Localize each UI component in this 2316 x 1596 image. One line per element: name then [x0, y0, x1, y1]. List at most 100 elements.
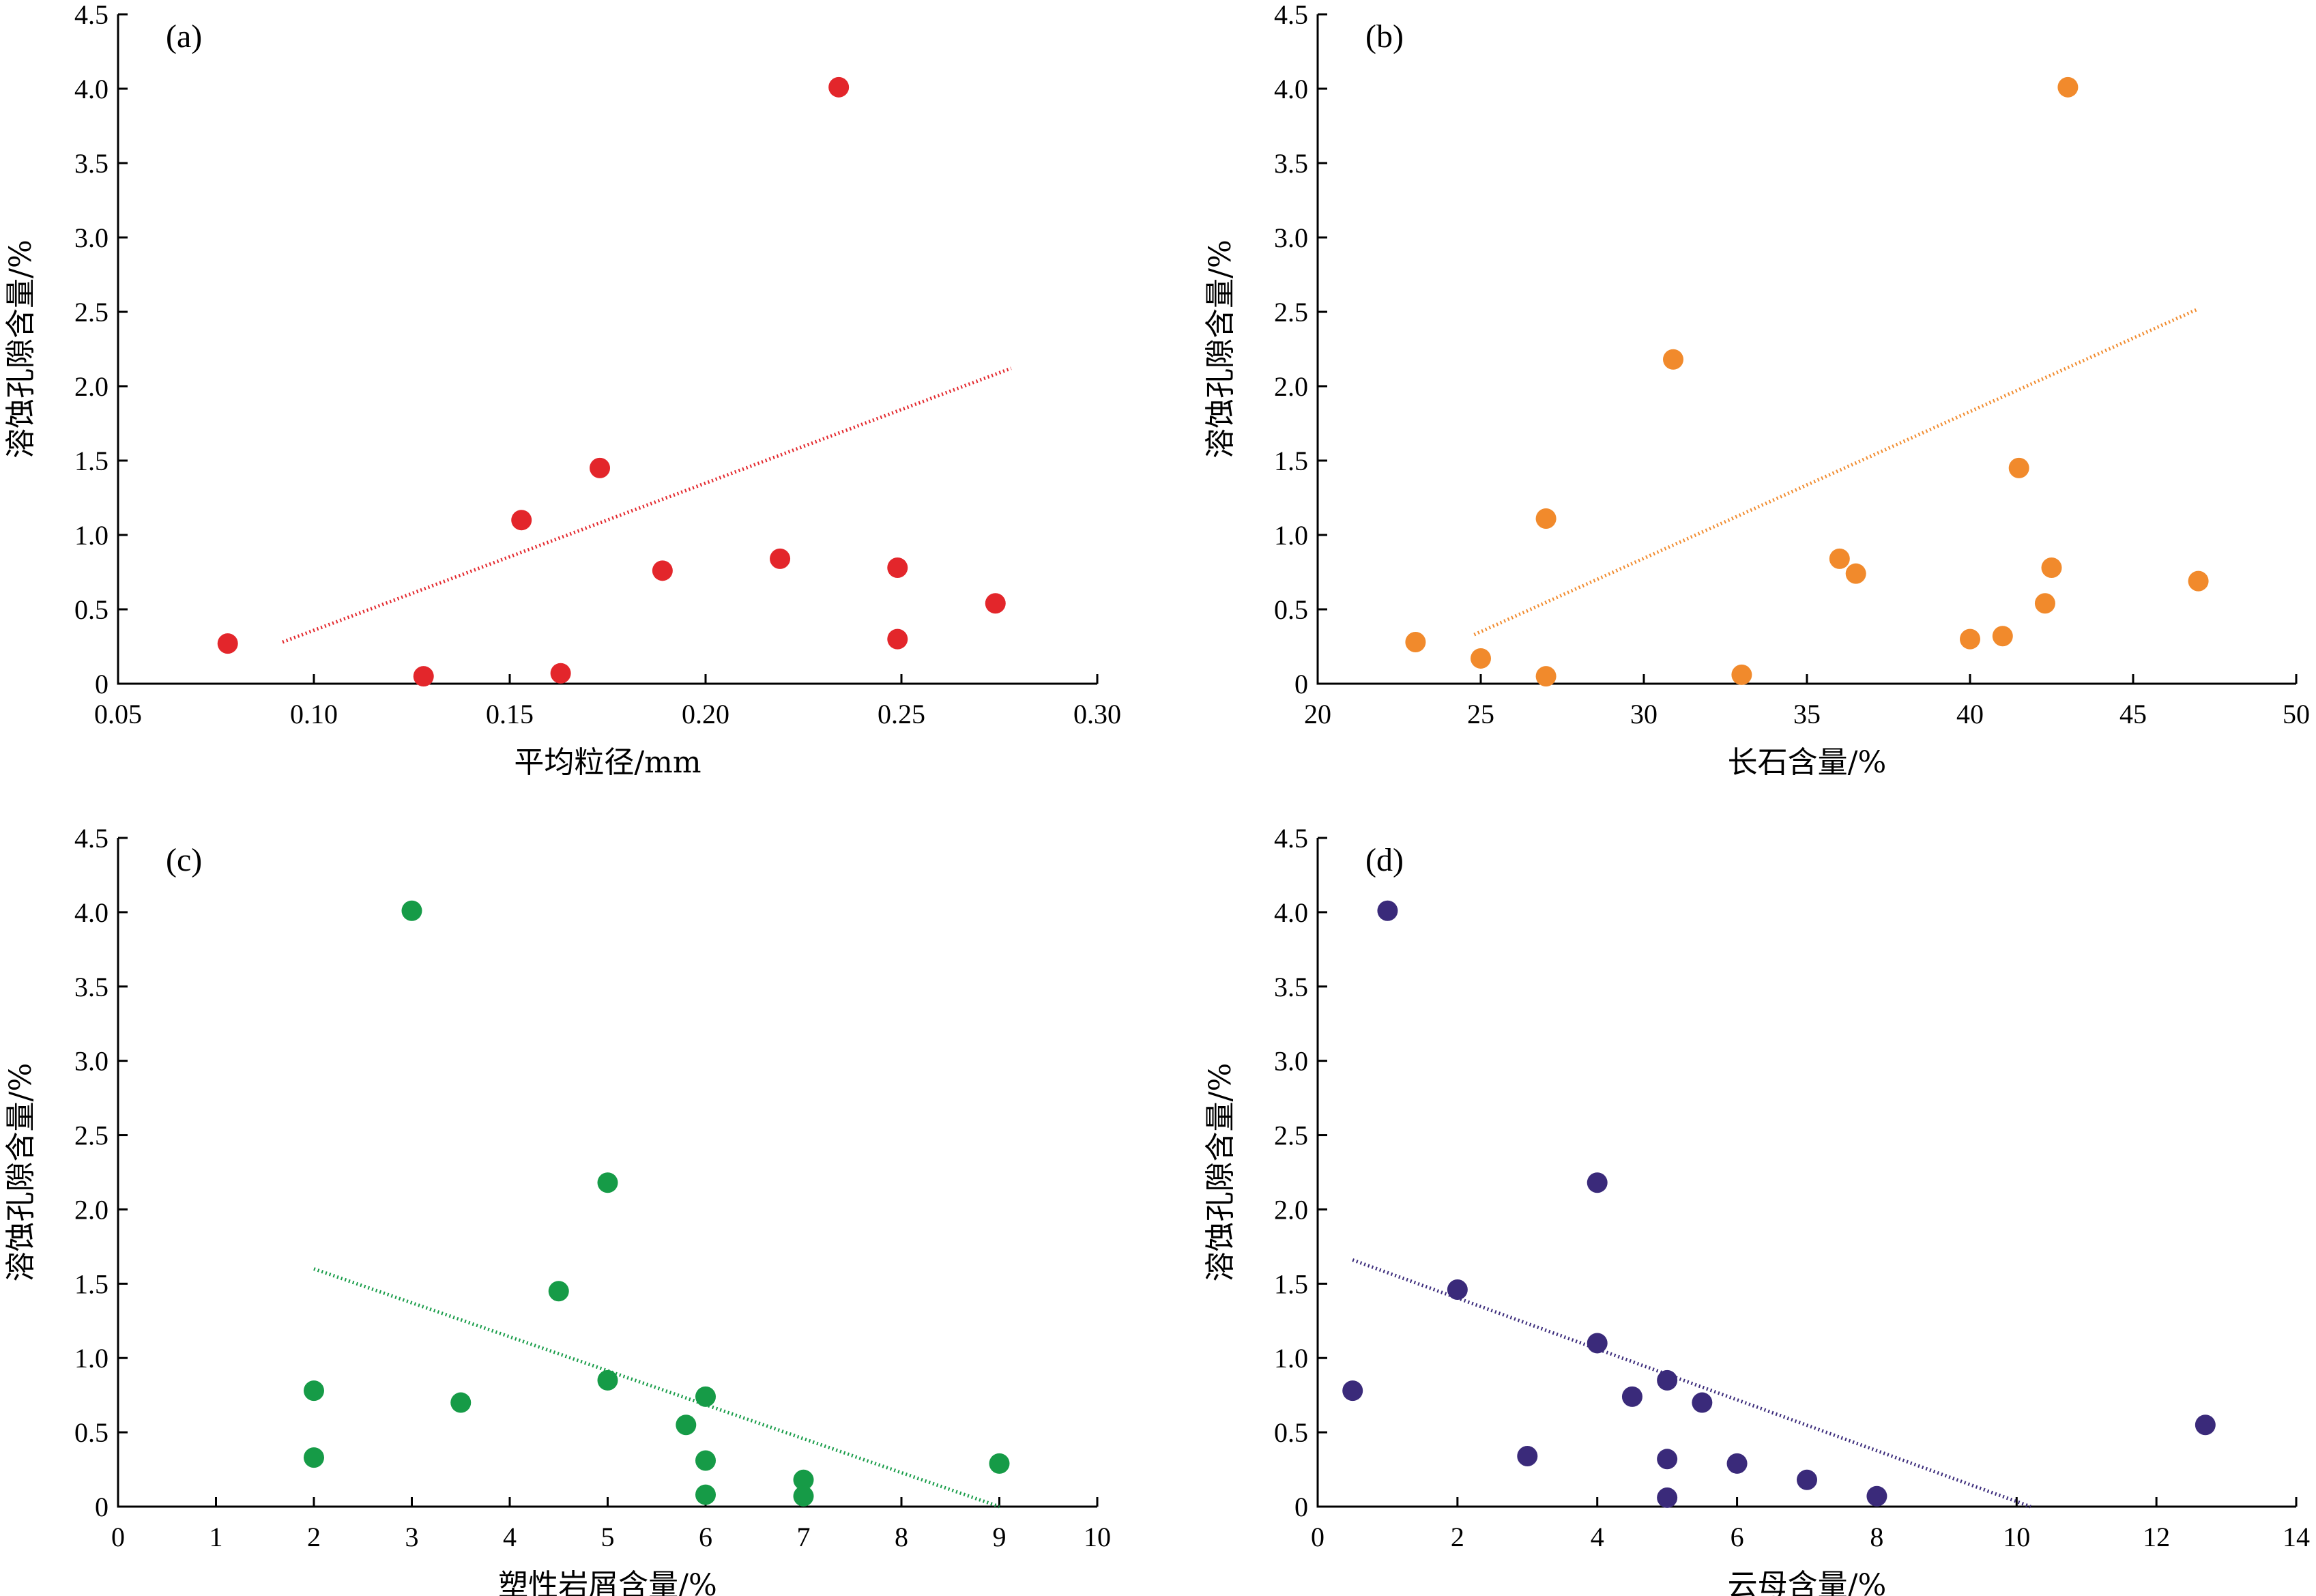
x-tick-label: 25 [1467, 699, 1494, 729]
data-point [1657, 1369, 1678, 1391]
y-tick-label: 2.0 [74, 371, 108, 402]
trendline [1473, 307, 2199, 637]
y-tick-label: 3.5 [1274, 972, 1308, 1002]
y-tick-label: 0 [95, 669, 108, 699]
x-axis-title: 平均粒径/mm [514, 745, 701, 780]
data-point [1517, 1445, 1538, 1466]
data-point [1342, 1380, 1363, 1402]
trendline [282, 366, 1012, 644]
panel-c: 0 0.5 1.0 1.5 2.0 2.5 3.0 3.5 4.0 4.5 0 1 2 3 4 5 6 7 8 9 10… [3, 823, 1111, 1596]
x-tick-label: 35 [1793, 699, 1821, 729]
data-point [550, 663, 571, 684]
x-tick-label: 10 [1084, 1522, 1111, 1552]
x-axis-title: 长石含量/% [1728, 745, 1887, 780]
y-tick-label: 2.0 [1274, 1194, 1308, 1225]
data-point [413, 666, 434, 687]
data-point [1657, 1487, 1678, 1508]
y-tick-label: 3.0 [74, 222, 108, 253]
data-point [401, 900, 422, 921]
data-point [511, 510, 532, 531]
y-tick-label: 4.5 [74, 0, 108, 30]
data-point [1726, 1453, 1748, 1474]
data-point [1663, 349, 1684, 370]
data-point [1845, 563, 1866, 584]
y-axis-title: 溶蚀孔隙含量/% [1203, 1063, 1238, 1282]
x-tick-label: 8 [895, 1522, 908, 1552]
data-point [1960, 628, 1980, 650]
x-tick-label: 3 [405, 1522, 419, 1552]
y-tick-label: 4.0 [74, 897, 108, 928]
y-tick-label: 4.5 [1274, 0, 1308, 30]
y-tick-label: 2.0 [74, 1194, 108, 1225]
x-tick-label: 7 [797, 1522, 811, 1552]
data-point [1866, 1485, 1887, 1507]
data-point [2041, 557, 2062, 578]
data-point [1535, 666, 1557, 687]
y-tick-label: 0.5 [74, 594, 108, 625]
data-point [1587, 1172, 1608, 1193]
y-tick-label: 3.0 [1274, 1046, 1308, 1077]
data-point [695, 1450, 716, 1471]
panel-label: (d) [1365, 842, 1404, 878]
data-point [989, 1453, 1010, 1474]
x-tick-label: 20 [1304, 699, 1331, 729]
data-point [676, 1414, 697, 1436]
panel-label: (c) [166, 842, 202, 878]
x-axis-title: 云母含量/% [1728, 1568, 1887, 1596]
y-tick-label: 3.5 [1274, 148, 1308, 179]
x-tick-label: 40 [1956, 699, 1984, 729]
axis-lines [1316, 838, 2296, 1508]
x-tick-label: 0.15 [486, 699, 534, 729]
x-tick-label: 2 [1451, 1522, 1464, 1552]
data-point [1992, 626, 2013, 647]
y-axis-title: 溶蚀孔隙含量/% [1203, 240, 1238, 459]
data-point [304, 1447, 324, 1468]
data-point [793, 1485, 814, 1507]
data-point [1405, 631, 1426, 652]
y-axis-title: 溶蚀孔隙含量/% [3, 1063, 38, 1282]
data-point [1535, 508, 1557, 529]
x-tick-label: 0.25 [878, 699, 925, 729]
x-tick-label: 8 [1870, 1522, 1883, 1552]
data-point [304, 1380, 324, 1402]
data-point [2008, 457, 2029, 478]
panel-label: (a) [166, 18, 202, 55]
data-point [2057, 76, 2079, 98]
y-tick-label: 0.5 [74, 1417, 108, 1448]
data-point [217, 633, 238, 654]
data-point [548, 1281, 569, 1302]
x-tick-label: 0.20 [682, 699, 729, 729]
y-tick-label: 3.0 [74, 1046, 108, 1077]
data-point [597, 1369, 618, 1391]
y-tick-label: 0 [95, 1492, 108, 1522]
y-tick-label: 4.5 [1274, 823, 1308, 854]
data-point [597, 1172, 618, 1193]
y-tick-label: 1.0 [74, 1343, 108, 1374]
data-point [450, 1392, 472, 1413]
x-tick-label: 4 [503, 1522, 517, 1552]
y-tick-label: 3.5 [74, 972, 108, 1002]
y-tick-label: 3.0 [1274, 222, 1308, 253]
panel-b: 0 0.5 1.0 1.5 2.0 2.5 3.0 3.5 4.0 4.5 20 25 30 35 40 45… [1203, 0, 2310, 780]
data-point [1731, 664, 1752, 685]
x-tick-label: 6 [1731, 1522, 1744, 1552]
x-tick-label: 10 [2003, 1522, 2030, 1552]
data-point [1797, 1469, 1817, 1490]
y-tick-label: 1.0 [74, 520, 108, 551]
y-tick-label: 4.5 [74, 823, 108, 854]
data-point [1621, 1386, 1642, 1407]
trendline [1352, 1258, 2031, 1509]
x-tick-label: 4 [1591, 1522, 1604, 1552]
y-tick-label: 2.0 [1274, 371, 1308, 402]
axis-lines [117, 838, 1097, 1508]
x-axis-title: 塑性岩屑含量/% [498, 1568, 717, 1596]
x-tick-label: 0.05 [94, 699, 142, 729]
x-tick-label: 1 [209, 1522, 223, 1552]
axis-lines [117, 14, 1097, 685]
y-tick-label: 4.0 [74, 74, 108, 104]
y-axis-title: 溶蚀孔隙含量/% [3, 240, 38, 459]
data-point [2188, 570, 2209, 592]
data-point [1657, 1449, 1678, 1470]
panel-d: 0 0.5 1.0 1.5 2.0 2.5 3.0 3.5 4.0 4.5 0 2 4 6 8 10 12 14 云… [1203, 823, 2310, 1596]
data-point [652, 560, 673, 581]
